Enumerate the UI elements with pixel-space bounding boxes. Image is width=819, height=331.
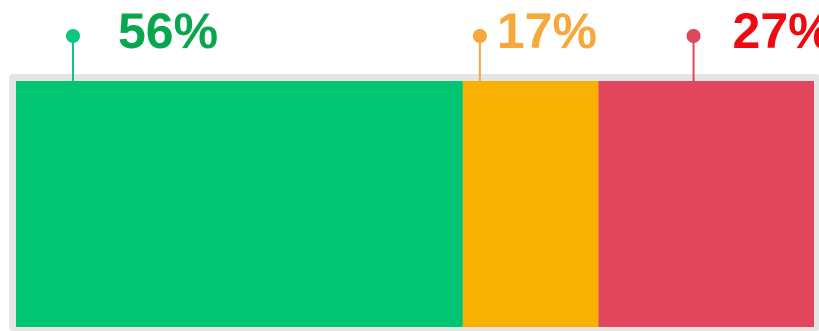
marker-dot-3 (686, 29, 701, 43)
data-label-1: 56% (118, 3, 218, 59)
data-label-3: 27% (733, 3, 819, 59)
marker-dot-1 (66, 29, 80, 43)
bar-segments (16, 81, 814, 327)
data-label-2: 17% (497, 3, 597, 59)
segment-markers (66, 29, 701, 81)
bar-segment-1 (16, 81, 463, 327)
marker-dot-2 (472, 29, 487, 43)
bar-segment-3 (598, 81, 814, 327)
segment-labels: 56% 17% 27% (118, 3, 819, 59)
bar-segment-2 (462, 81, 599, 327)
